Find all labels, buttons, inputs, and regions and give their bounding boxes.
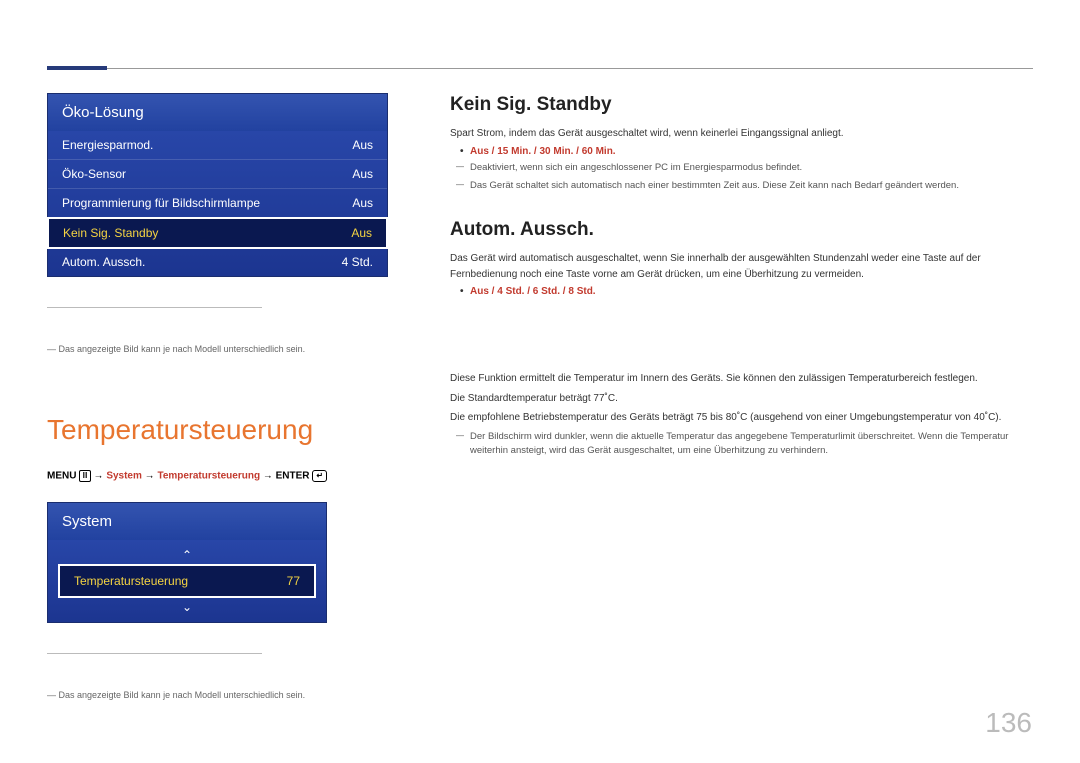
arrow: → (263, 470, 273, 481)
breadcrumb-menu: MENU (47, 470, 76, 481)
kein-sig-desc: Spart Strom, indem das Gerät ausgeschalt… (450, 126, 1030, 142)
menu-label: Energiesparmod. (62, 138, 153, 152)
arrow: → (145, 470, 155, 481)
menu-item-autom-aussch[interactable]: Autom. Aussch. 4 Std. (48, 248, 387, 276)
menu-item-oeko-sensor[interactable]: Öko-Sensor Aus (48, 160, 387, 189)
menu-breadcrumb: MENU Ⅲ → System → Temperatursteuerung → … (47, 470, 392, 483)
menu-icon: Ⅲ (79, 470, 91, 482)
breadcrumb-temp: Temperatursteuerung (157, 470, 260, 481)
chevron-up-icon[interactable]: ⌃ (58, 546, 316, 564)
system-body: ⌃ Temperatursteuerung 77 ⌄ (48, 540, 326, 622)
left-column: Öko-Lösung Energiesparmod. Aus Öko-Senso… (47, 93, 392, 702)
enter-icon: ↵ (312, 470, 327, 482)
caption-divider (47, 307, 262, 308)
page-number: 136 (985, 707, 1032, 739)
temp-desc-3: Die empfohlene Betriebstemperatur des Ge… (450, 410, 1030, 426)
image-caption-note: Das angezeigte Bild kann je nach Modell … (47, 343, 392, 356)
image-caption-note-2: Das angezeigte Bild kann je nach Modell … (47, 689, 392, 702)
temperatursteuerung-title: Temperatursteuerung (47, 414, 392, 446)
temp-desc-1: Diese Funktion ermittelt die Temperatur … (450, 371, 1030, 387)
section-title-autom: Autom. Aussch. (450, 219, 1030, 241)
menu-label: Kein Sig. Standby (63, 226, 158, 240)
temp-note: Der Bildschirm wird dunkler, wenn die ak… (450, 430, 1030, 459)
system-menu: System ⌃ Temperatursteuerung 77 ⌄ (47, 502, 327, 623)
menu-header: System (48, 503, 326, 540)
breadcrumb-system: System (106, 470, 142, 481)
menu-value: Aus (352, 167, 373, 181)
menu-label: Öko-Sensor (62, 167, 126, 181)
menu-item-energiesparmod[interactable]: Energiesparmod. Aus (48, 131, 387, 160)
temp-desc-2: Die Standardtemperatur beträgt 77˚C. (450, 391, 1030, 407)
page-top-rule (47, 68, 1033, 69)
menu-body: Energiesparmod. Aus Öko-Sensor Aus Progr… (48, 131, 387, 276)
page-accent-bar (47, 66, 107, 70)
menu-label: Programmierung für Bildschirmlampe (62, 196, 260, 210)
menu-item-programmierung[interactable]: Programmierung für Bildschirmlampe Aus (48, 189, 387, 218)
menu-value: Aus (351, 226, 372, 240)
menu-header: Öko-Lösung (48, 94, 387, 131)
chevron-down-icon[interactable]: ⌄ (58, 598, 316, 616)
system-item-temperatursteuerung[interactable]: Temperatursteuerung 77 (58, 564, 316, 598)
eco-solution-menu: Öko-Lösung Energiesparmod. Aus Öko-Senso… (47, 93, 388, 277)
kein-sig-options: Aus / 15 Min. / 30 Min. / 60 Min. (450, 146, 1030, 157)
kein-sig-note-1: Deaktiviert, wenn sich ein angeschlossen… (450, 161, 1030, 175)
caption-divider (47, 653, 262, 654)
system-item-label: Temperatursteuerung (74, 574, 188, 588)
autom-desc: Das Gerät wird automatisch ausgeschaltet… (450, 251, 1030, 282)
arrow: → (94, 470, 104, 481)
right-column: Kein Sig. Standby Spart Strom, indem das… (450, 94, 1030, 462)
menu-value: Aus (352, 196, 373, 210)
section-title-kein-sig: Kein Sig. Standby (450, 94, 1030, 116)
menu-value: 4 Std. (342, 255, 373, 269)
menu-item-kein-sig-standby[interactable]: Kein Sig. Standby Aus (47, 217, 388, 249)
autom-options: Aus / 4 Std. / 6 Std. / 8 Std. (450, 286, 1030, 297)
breadcrumb-enter: ENTER (276, 470, 310, 481)
kein-sig-note-2: Das Gerät schaltet sich automatisch nach… (450, 179, 1030, 193)
system-item-value: 77 (287, 574, 300, 588)
menu-value: Aus (352, 138, 373, 152)
menu-label: Autom. Aussch. (62, 255, 145, 269)
